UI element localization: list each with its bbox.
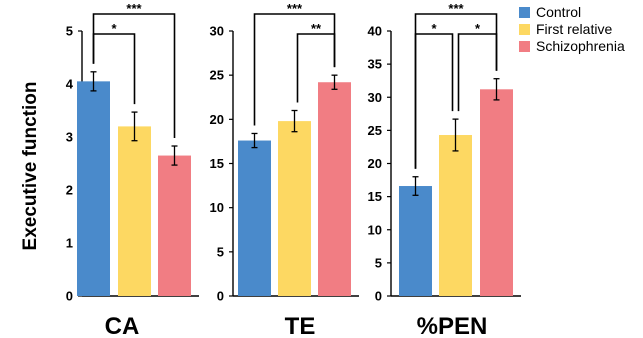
y-tick-label: 2 xyxy=(66,183,73,198)
panel-title-0: CA xyxy=(105,313,140,338)
y-tick-label: 35 xyxy=(368,57,382,72)
significance-label-1: * xyxy=(111,21,117,36)
y-tick-label: 20 xyxy=(368,156,382,171)
significance-bracket-1 xyxy=(296,33,336,103)
y-tick-label: 10 xyxy=(368,222,382,237)
y-tick-label: 5 xyxy=(375,255,382,270)
significance-label-0: *** xyxy=(448,1,464,16)
y-tick-label: 15 xyxy=(210,156,224,171)
significance-label-0: *** xyxy=(126,1,142,16)
legend-swatch-0 xyxy=(519,7,530,18)
bar-2 xyxy=(158,155,191,296)
legend-label-1: First relative xyxy=(536,21,612,37)
bar-2 xyxy=(318,82,351,296)
bar-0 xyxy=(399,186,432,296)
y-tick-label: 30 xyxy=(368,90,382,105)
panel-title-1: TE xyxy=(285,313,316,338)
bar-1 xyxy=(439,135,472,296)
y-tick-label: 30 xyxy=(210,24,224,39)
legend-swatch-2 xyxy=(519,41,530,52)
y-tick-label: 1 xyxy=(66,236,73,251)
y-tick-label: 25 xyxy=(210,68,224,83)
y-tick-label: 25 xyxy=(368,123,382,138)
y-tick-label: 0 xyxy=(217,289,224,304)
y-tick-label: 40 xyxy=(368,24,382,39)
y-tick-label: 20 xyxy=(210,112,224,127)
significance-label-1: ** xyxy=(311,21,322,36)
legend-label-0: Control xyxy=(536,4,581,20)
y-tick-label: 15 xyxy=(368,189,382,204)
y-tick-label: 10 xyxy=(210,200,224,215)
legend-label-2: Schizophrenia xyxy=(536,38,625,54)
bar-0 xyxy=(77,81,110,296)
bar-2 xyxy=(480,89,513,296)
chart-panels: 012345****CA051015202530*****TE051015202… xyxy=(66,1,521,338)
bar-1 xyxy=(278,121,311,296)
significance-bracket-2 xyxy=(457,33,498,112)
bar-1 xyxy=(118,126,151,297)
y-axis-label: Executive function xyxy=(20,82,41,251)
y-tick-label: 3 xyxy=(66,130,73,145)
significance-label-2: * xyxy=(475,21,481,36)
significance-bracket-1 xyxy=(92,33,136,105)
significance-label-1: * xyxy=(431,21,437,36)
legend-swatch-1 xyxy=(519,24,530,35)
y-tick-label: 5 xyxy=(217,244,224,259)
y-tick-label: 0 xyxy=(375,289,382,304)
significance-label-0: *** xyxy=(287,1,303,16)
y-tick-label: 5 xyxy=(66,24,73,39)
panel-title-2: %PEN xyxy=(417,313,488,338)
significance-bracket-1 xyxy=(414,33,454,169)
bar-0 xyxy=(238,140,271,296)
y-tick-label: 4 xyxy=(66,77,74,92)
y-tick-label: 0 xyxy=(66,289,73,304)
